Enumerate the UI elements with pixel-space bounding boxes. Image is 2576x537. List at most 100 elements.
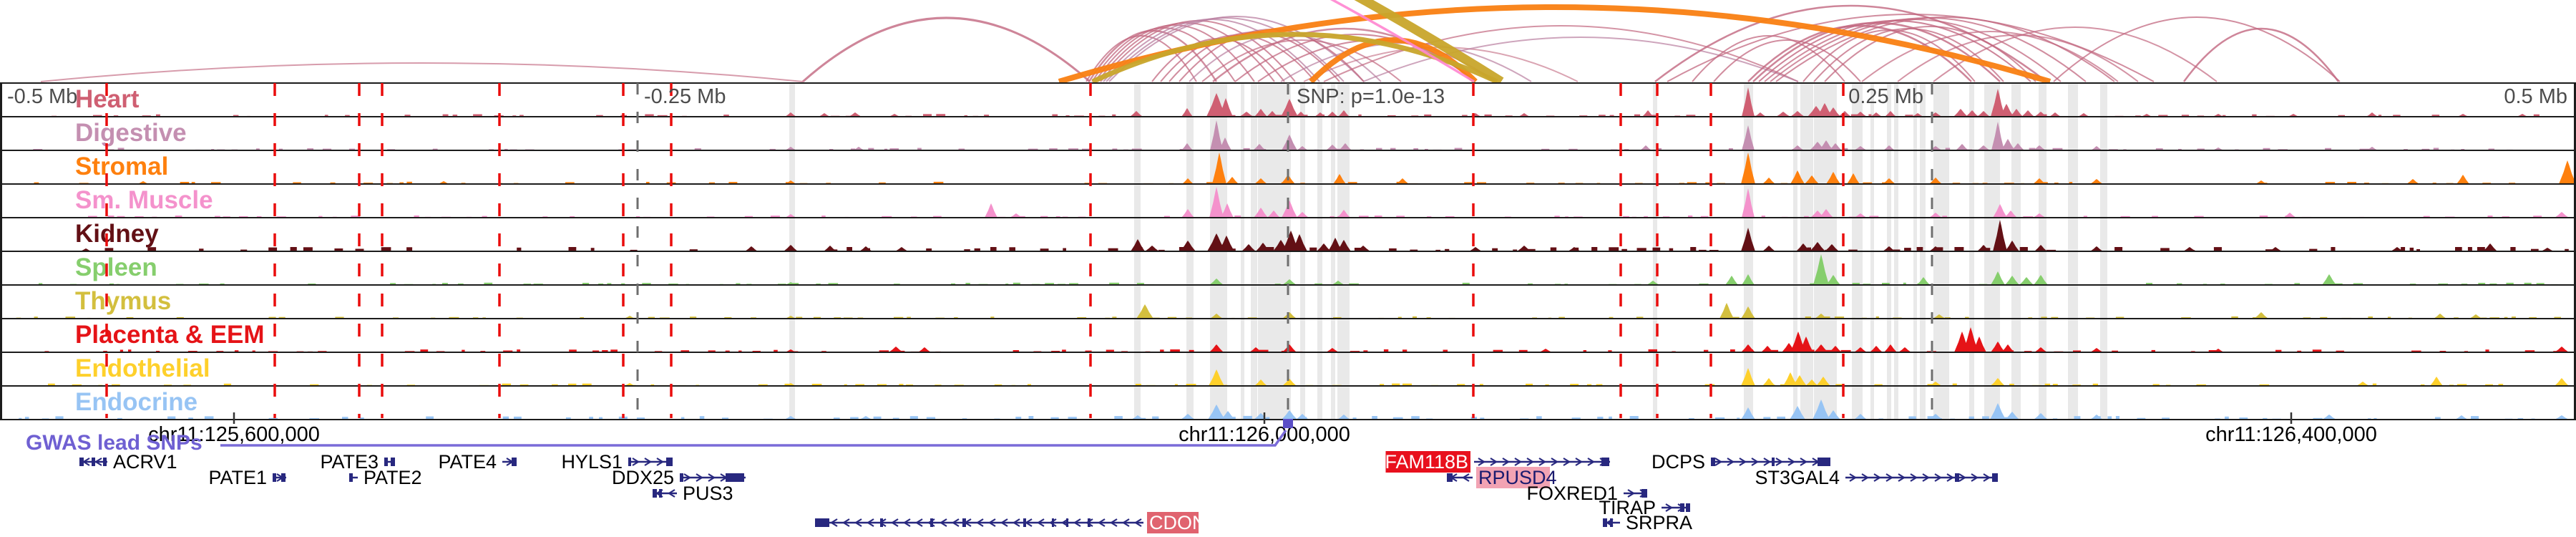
strand-arrow-icon [1073, 518, 1081, 527]
signal-peak [1742, 125, 1755, 150]
interaction-arc[interactable] [1861, 31, 2119, 82]
signal-noise [1392, 417, 1403, 420]
interaction-arc[interactable] [1747, 24, 1972, 82]
signal-peak [1326, 145, 1339, 150]
signal-tracks-panel: Heart Digestive Stromal Sm. Muscle Kidney Spl… [0, 82, 2576, 420]
gene-foxred1[interactable]: FOXRED1 [1526, 483, 1648, 504]
signal-noise [1330, 216, 1335, 218]
signal-noise [2438, 283, 2449, 285]
track-row-sm-muscle[interactable]: Sm. Muscle [0, 183, 2576, 218]
signal-noise [2423, 216, 2430, 218]
gene-srpra[interactable]: SRPRA [1603, 512, 1692, 533]
signal-peak [1826, 275, 1840, 285]
signal-noise [758, 384, 768, 386]
track-row-heart[interactable]: Heart [0, 82, 2576, 117]
interaction-arc[interactable] [2053, 16, 2341, 82]
signal-noise [1410, 249, 1418, 251]
track-row-stromal[interactable]: Stromal [0, 150, 2576, 184]
signal-noise [2498, 384, 2504, 386]
signal-noise [1480, 417, 1485, 420]
interaction-arc[interactable] [1824, 26, 2036, 82]
track-row-endocrine[interactable]: Endocrine [0, 385, 2576, 420]
track-row-kidney[interactable]: Kidney [0, 217, 2576, 251]
interaction-arc[interactable] [1692, 35, 1845, 82]
signal-noise [1908, 416, 1916, 420]
interaction-arc[interactable] [1201, 39, 1402, 82]
strand-arrow-icon [1012, 518, 1020, 527]
signal-peak [1719, 303, 1734, 319]
signal-peak [1796, 243, 1810, 251]
signal-noise [1479, 384, 1483, 386]
signal-noise [933, 216, 942, 218]
signal-plot [88, 187, 2569, 218]
signal-noise [211, 182, 221, 184]
interaction-arc[interactable] [2182, 27, 2340, 82]
interaction-arc[interactable] [1323, 25, 1799, 82]
signal-noise [1863, 182, 1873, 184]
signal-peak [2021, 110, 2034, 117]
interaction-arc[interactable] [1713, 39, 1861, 82]
signal-noise [811, 384, 822, 386]
signal-noise [2529, 316, 2537, 319]
gene-pate4[interactable]: PATE4 [438, 451, 517, 473]
signal-noise [2155, 148, 2163, 150]
interaction-arc[interactable] [1108, 16, 1365, 82]
interaction-arc[interactable] [1933, 26, 2218, 82]
track-row-thymus[interactable]: Thymus [0, 284, 2576, 319]
gene-label: PATE1 [208, 467, 267, 488]
signal-noise [2146, 283, 2153, 285]
gene-pate2[interactable]: PATE2 [349, 467, 422, 488]
gene-tirap[interactable]: TIRAP [1599, 497, 1690, 518]
signal-peak [1356, 246, 1370, 251]
gene-exon [1992, 473, 1998, 482]
gene-ddx25[interactable]: DDX25 [612, 467, 746, 488]
signal-peak [2212, 349, 2224, 352]
interaction-arc[interactable] [1775, 16, 2115, 82]
interaction-arc[interactable] [802, 16, 1091, 82]
track-row-endothelial[interactable]: Endothelial [0, 352, 2576, 386]
interaction-arc[interactable] [40, 62, 804, 82]
signal-peak [895, 247, 908, 251]
signal-peak [784, 245, 798, 251]
gene-cdon[interactable]: CDON [815, 512, 1206, 533]
signal-noise [215, 216, 220, 218]
gene-pus3[interactable]: PUS3 [653, 483, 733, 504]
gene-rpusd4[interactable]: RPUSD4 [1447, 467, 1557, 488]
interaction-arc[interactable] [1094, 24, 1255, 82]
signal-noise [1777, 416, 1785, 420]
signal-noise [884, 148, 888, 150]
signal-noise [1402, 349, 1407, 352]
signal-noise [1893, 249, 1901, 251]
gene-fam118b[interactable]: FAM118B [1385, 451, 1610, 473]
signal-peak [1326, 348, 1339, 352]
gene-pate1[interactable]: PATE1 [208, 467, 286, 488]
signal-noise [2265, 249, 2274, 251]
signal-noise [2531, 248, 2539, 251]
interaction-arc[interactable] [1091, 32, 1498, 82]
signal-noise [774, 349, 778, 352]
track-row-digestive[interactable]: Digestive [0, 116, 2576, 150]
signal-noise [1824, 349, 1833, 352]
strand-arrow-icon [1627, 489, 1636, 498]
signal-noise [502, 383, 512, 386]
signal-noise [2107, 416, 2112, 420]
gene-pate3[interactable]: PATE3 [320, 451, 395, 473]
gene-hyls1[interactable]: HYLS1 [561, 451, 673, 473]
signal-noise [2524, 282, 2532, 285]
strand-arrow-icon [1085, 518, 1093, 527]
signal-noise [882, 216, 892, 218]
track-row-placenta-eem[interactable]: Placenta & EEM [0, 318, 2576, 352]
track-label: Sm. Muscle [75, 186, 213, 214]
signal-peak [1791, 145, 1804, 150]
signal-peak [2034, 413, 2048, 420]
track-row-spleen[interactable]: Spleen [0, 251, 2576, 285]
strand-arrow-icon [951, 518, 960, 527]
gene-exon [1601, 458, 1609, 466]
interaction-arc[interactable] [1897, 34, 2139, 82]
signal-noise [844, 384, 847, 386]
gene-st3gal4[interactable]: ST3GAL4 [1755, 467, 1998, 488]
gene-dcps[interactable]: DCPS [1652, 451, 1830, 473]
interaction-arc[interactable] [1085, 35, 1197, 82]
gene-exon [1772, 458, 1775, 466]
gene-acrv1[interactable]: ACRV1 [79, 451, 177, 473]
